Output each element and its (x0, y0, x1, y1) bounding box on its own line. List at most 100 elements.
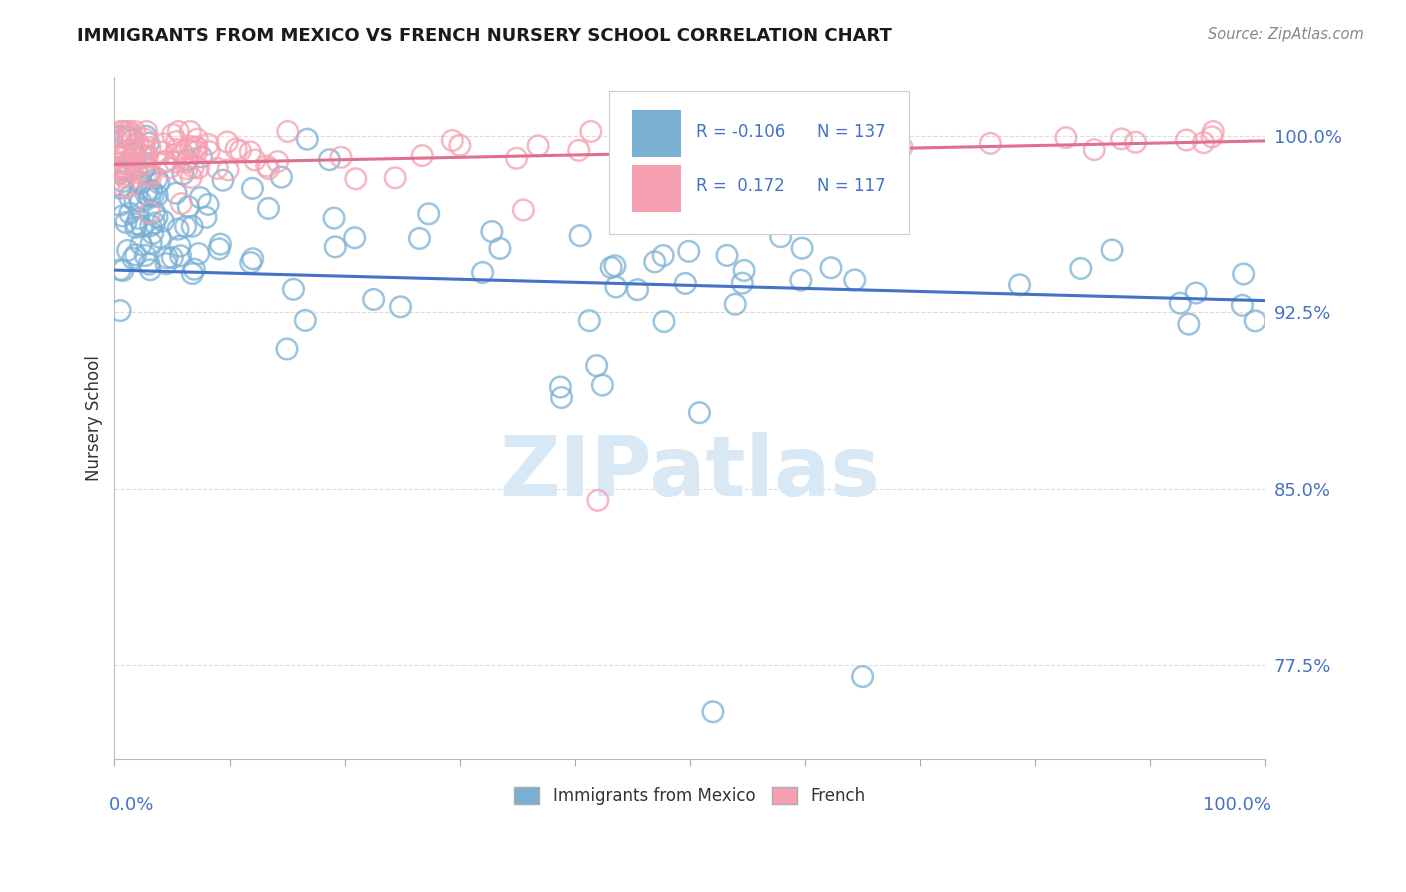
Point (186, 132, 208, 146)
Point (135, 167, 157, 181)
Point (297, 132, 319, 146)
Point (266, 154, 288, 169)
Point (1232, 298, 1254, 312)
Point (363, 293, 385, 307)
Point (132, 150, 155, 164)
Point (143, 205, 166, 219)
Point (550, 391, 572, 405)
Point (125, 217, 148, 231)
Point (156, 251, 179, 265)
Point (769, 229, 792, 244)
Point (139, 140, 162, 154)
Point (146, 210, 169, 224)
Point (108, 157, 131, 171)
Point (127, 166, 149, 180)
Point (139, 189, 162, 203)
Point (124, 124, 146, 138)
Point (820, 260, 842, 275)
Point (108, 160, 131, 174)
Point (108, 163, 131, 178)
Point (186, 140, 208, 154)
Point (118, 206, 141, 220)
Point (172, 147, 194, 161)
Point (1201, 129, 1223, 144)
Point (1175, 133, 1198, 147)
Point (150, 145, 173, 159)
Point (135, 129, 157, 144)
Point (790, 241, 813, 255)
Point (132, 157, 155, 171)
Point (177, 200, 200, 214)
Point (159, 161, 181, 175)
Point (418, 207, 440, 221)
Point (112, 180, 135, 194)
Point (138, 168, 160, 182)
Point (811, 128, 834, 143)
Point (197, 137, 219, 152)
Point (585, 359, 607, 373)
Point (1233, 267, 1256, 281)
Point (818, 136, 841, 150)
Point (696, 136, 718, 151)
Point (174, 219, 197, 234)
Point (1070, 261, 1092, 276)
Point (657, 165, 679, 179)
Point (790, 273, 813, 287)
Point (569, 228, 592, 243)
Point (122, 155, 145, 169)
Point (129, 237, 152, 252)
Point (117, 156, 139, 170)
FancyBboxPatch shape (633, 165, 681, 211)
Point (1101, 243, 1123, 257)
Point (179, 124, 201, 138)
Point (318, 153, 340, 167)
Point (184, 140, 207, 154)
Point (471, 265, 494, 279)
Point (688, 142, 710, 156)
Point (481, 225, 503, 239)
Point (323, 240, 346, 254)
Point (142, 188, 165, 202)
Point (217, 135, 239, 149)
Point (343, 231, 366, 245)
Point (1244, 314, 1267, 328)
Point (138, 167, 160, 181)
Point (118, 131, 141, 145)
Point (124, 248, 146, 262)
Point (111, 174, 134, 188)
Point (852, 669, 875, 683)
Point (166, 135, 188, 149)
Point (162, 128, 184, 142)
Point (181, 267, 204, 281)
Point (148, 176, 170, 190)
Point (603, 259, 626, 273)
Point (142, 227, 165, 241)
Point (122, 252, 145, 266)
Point (187, 246, 209, 260)
Point (782, 142, 804, 156)
Point (115, 168, 138, 182)
Point (155, 257, 177, 271)
Point (141, 183, 163, 197)
Point (111, 149, 134, 163)
Point (129, 194, 152, 209)
Point (136, 150, 159, 164)
Point (134, 132, 156, 146)
Point (134, 158, 156, 172)
Point (125, 160, 148, 174)
Point (844, 273, 866, 287)
Point (114, 129, 136, 144)
Point (124, 194, 146, 208)
Point (108, 161, 131, 175)
Point (183, 262, 205, 277)
Point (108, 128, 131, 143)
Point (108, 161, 131, 176)
Point (838, 134, 860, 148)
Point (208, 242, 231, 256)
Point (527, 138, 550, 153)
Point (197, 197, 219, 211)
FancyBboxPatch shape (633, 110, 681, 157)
Point (198, 145, 221, 159)
Point (176, 142, 198, 156)
Text: ZIPatlas: ZIPatlas (499, 432, 880, 513)
